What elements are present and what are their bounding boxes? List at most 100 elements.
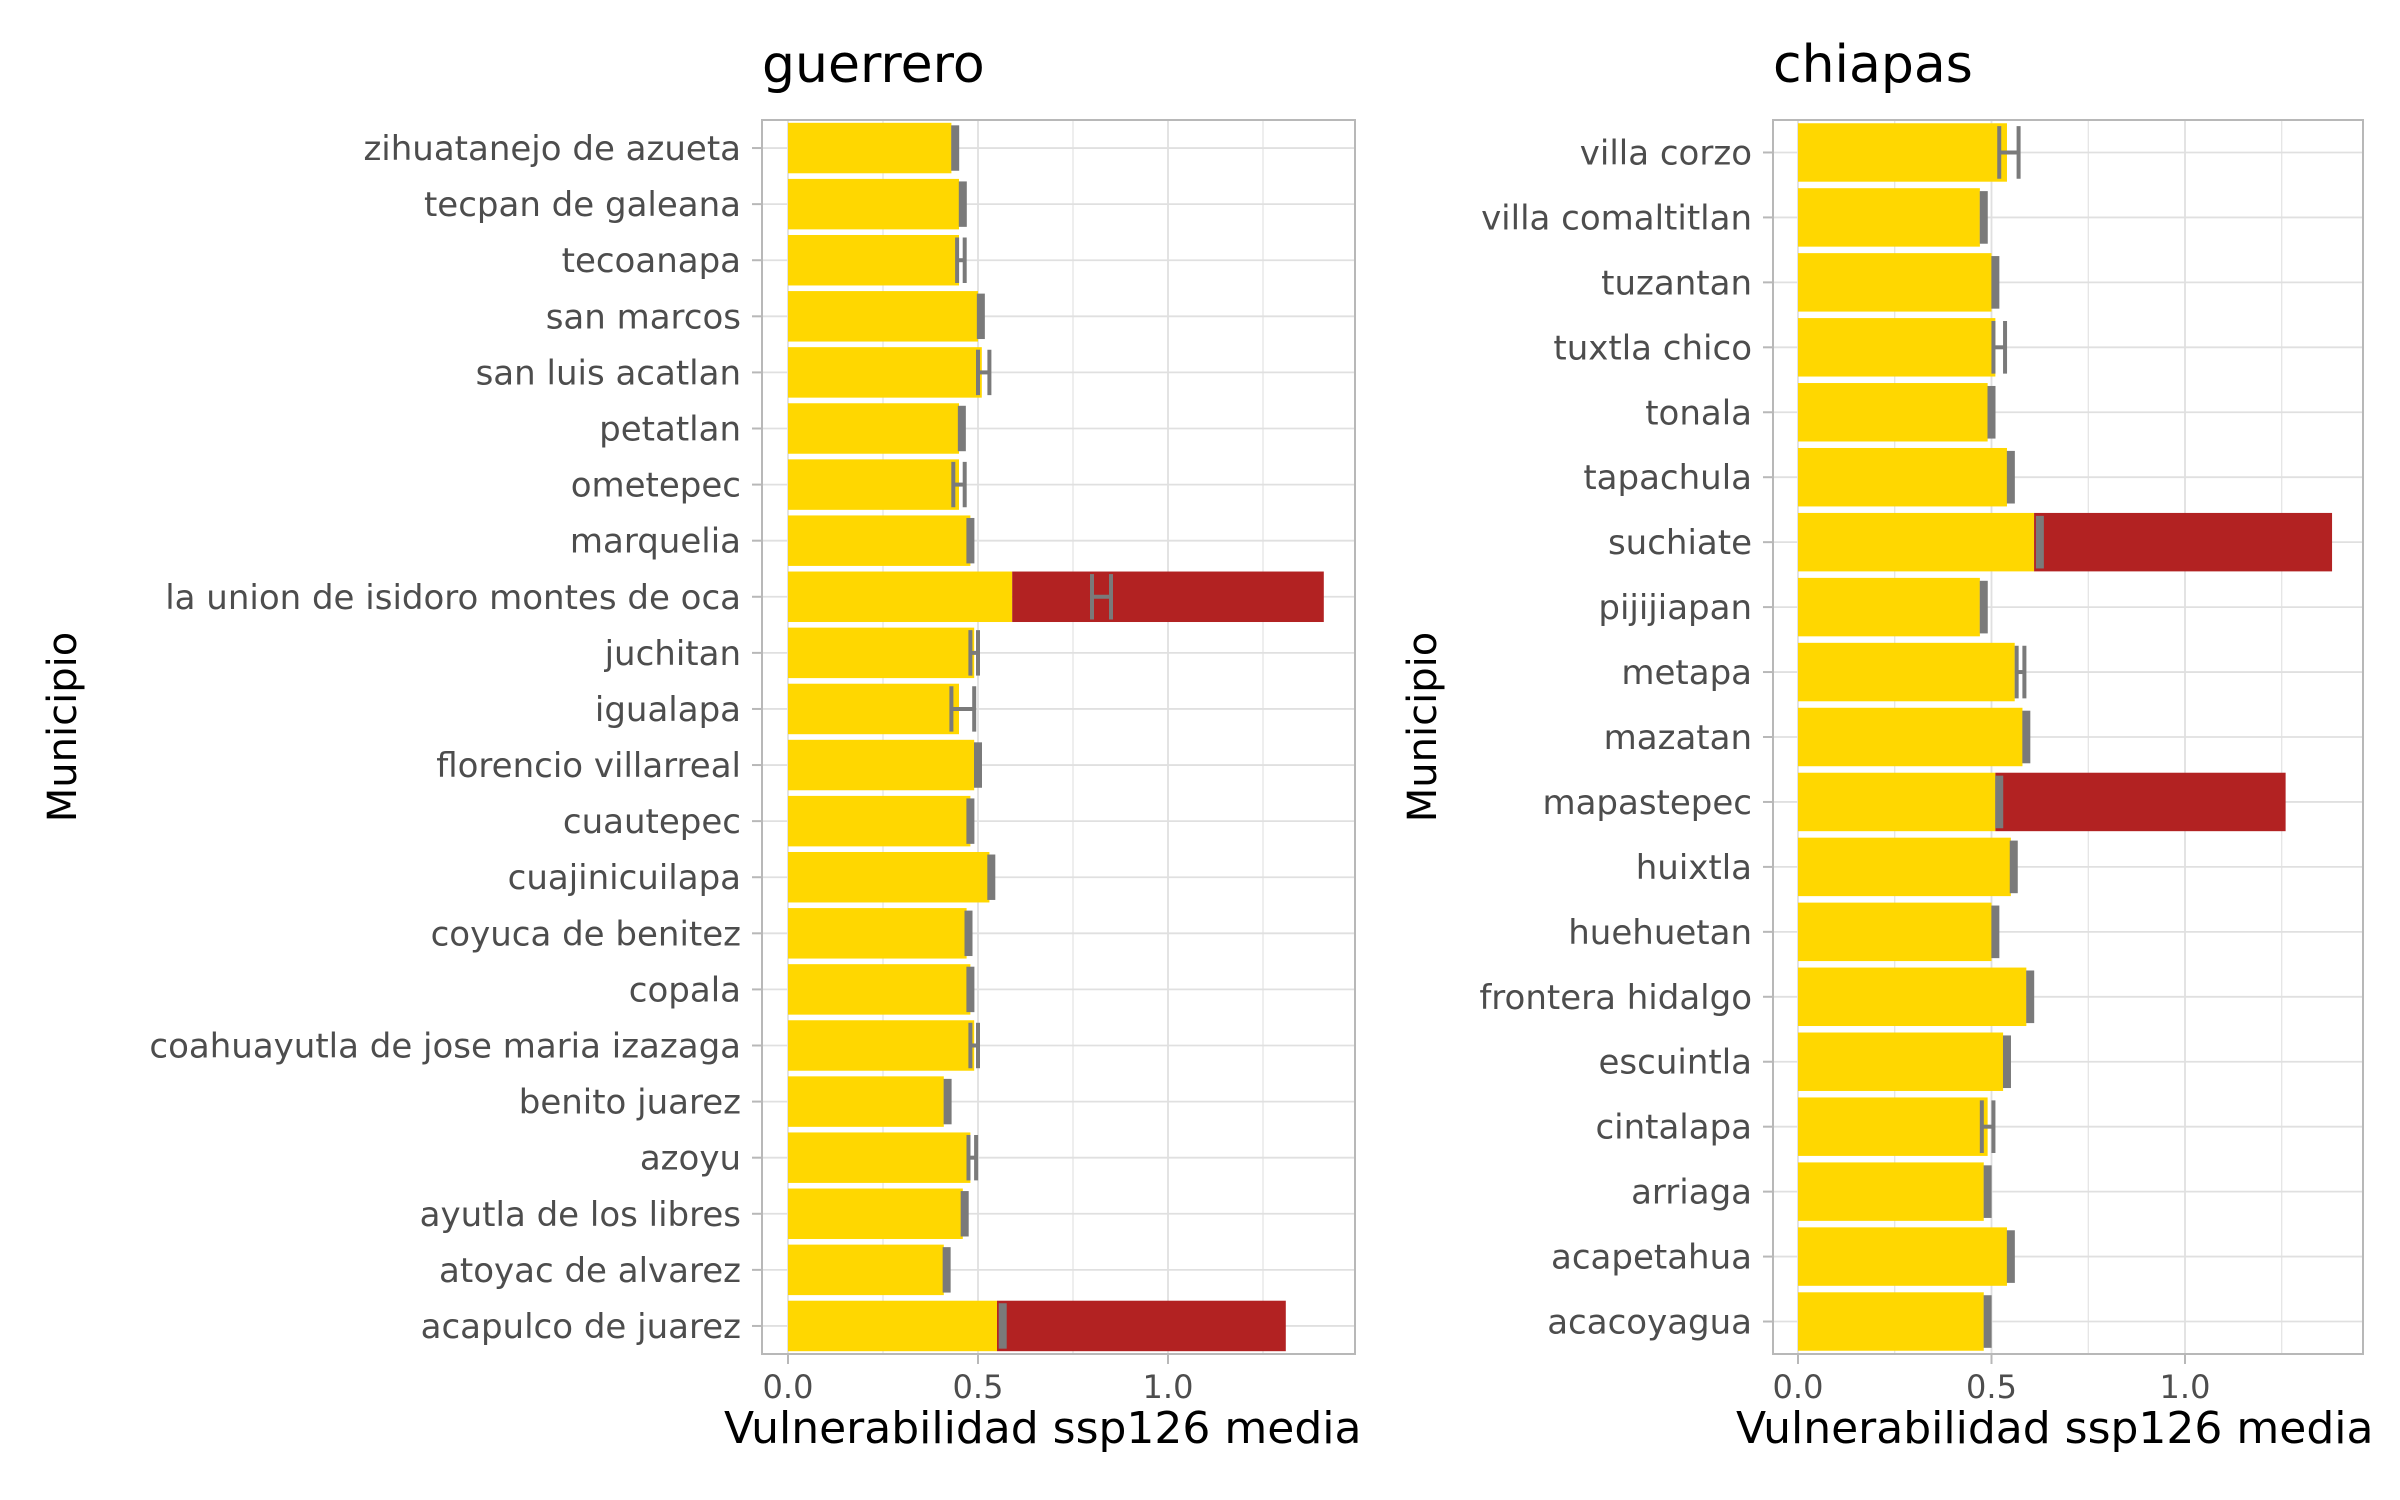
x-tick-label: 1.0 bbox=[1143, 1368, 1194, 1406]
y-tick-label: huehuetan bbox=[1568, 913, 1752, 953]
tick-layer: zihuatanejo de azueta tecpan de galeana te… bbox=[149, 129, 1193, 1406]
error-bar bbox=[966, 966, 975, 1013]
y-tick-label: mazatan bbox=[1604, 718, 1752, 758]
error-bar bbox=[951, 461, 967, 508]
error-bar bbox=[1995, 775, 2004, 829]
y-axis-title: Municipio bbox=[1400, 632, 1446, 822]
x-tick-label: 0.0 bbox=[763, 1368, 814, 1406]
x-tick-label: 0.5 bbox=[1966, 1368, 2017, 1406]
x-tick-label: 0.5 bbox=[953, 1368, 1004, 1406]
error-bar bbox=[2002, 1035, 2011, 1089]
error-bar bbox=[976, 293, 985, 340]
bar-segment bbox=[1798, 123, 2007, 182]
error-bar bbox=[1090, 574, 1113, 620]
y-tick-label: cuautepec bbox=[563, 802, 741, 842]
y-tick-label: arriaga bbox=[1631, 1173, 1752, 1213]
y-tick-label: villa corzo bbox=[1580, 133, 1752, 173]
y-tick-label: benito juarez bbox=[519, 1083, 741, 1123]
error-bar bbox=[1983, 1165, 1992, 1218]
bar-segment bbox=[1798, 1097, 1988, 1156]
y-tick-label: zihuatanejo de azueta bbox=[363, 129, 741, 169]
bar-segment bbox=[788, 1076, 944, 1127]
y-tick-label: escuintla bbox=[1599, 1043, 1752, 1083]
bar-segment bbox=[788, 908, 967, 959]
bar-segment bbox=[1798, 707, 2023, 767]
bar-segment-extra bbox=[1012, 571, 1324, 623]
error-bar bbox=[2009, 840, 2018, 894]
bar-segment bbox=[1798, 902, 1992, 962]
y-tick-label: ayutla de los libres bbox=[420, 1195, 741, 1235]
error-bar bbox=[968, 1022, 980, 1069]
bar-segment bbox=[788, 1020, 975, 1071]
error-bar bbox=[1979, 191, 1988, 244]
y-tick-label: cuajinicuilapa bbox=[508, 858, 741, 898]
y-tick-label: san marcos bbox=[546, 297, 741, 337]
bar-segment bbox=[1798, 1032, 2004, 1091]
panel-chiapas: chiapas Municipio Vulnerabilidad ssp126 … bbox=[1400, 35, 2373, 1454]
y-tick-label: huixtla bbox=[1636, 848, 1752, 888]
bar-segment bbox=[788, 1244, 944, 1296]
bar-segment bbox=[1798, 772, 1996, 832]
bar-segment bbox=[788, 291, 978, 342]
bar-segment bbox=[1798, 1292, 1984, 1351]
y-tick-label: frontera hidalgo bbox=[1479, 978, 1752, 1018]
y-tick-label: acapetahua bbox=[1551, 1238, 1752, 1278]
error-bar bbox=[1979, 580, 1988, 634]
panel-title: chiapas bbox=[1773, 35, 1973, 95]
error-bar bbox=[964, 910, 973, 957]
error-bar bbox=[974, 742, 982, 788]
bar-segment bbox=[1798, 512, 2035, 572]
x-tick-label: 1.0 bbox=[2160, 1368, 2211, 1406]
y-tick-label: acapulco de juarez bbox=[421, 1307, 741, 1347]
bar-segment bbox=[1798, 383, 1988, 442]
error-bar bbox=[1979, 1100, 1996, 1153]
bar-segment bbox=[788, 627, 975, 679]
bar-segment bbox=[788, 795, 971, 847]
error-bar bbox=[2006, 1230, 2015, 1283]
y-tick-label: tuzantan bbox=[1601, 263, 1752, 303]
bar-segment bbox=[1798, 447, 2007, 507]
bar-segment-extra bbox=[997, 1300, 1286, 1352]
y-tick-label: pijijiapan bbox=[1598, 588, 1752, 628]
bar-segment bbox=[1798, 1162, 1984, 1221]
bar-layer bbox=[1798, 123, 2333, 1351]
y-axis-title: Municipio bbox=[40, 632, 86, 822]
error-bar bbox=[2035, 515, 2044, 569]
bar-segment bbox=[788, 964, 971, 1015]
y-tick-label: copala bbox=[629, 970, 741, 1010]
bar-segment bbox=[788, 403, 959, 454]
error-bar bbox=[942, 1247, 951, 1293]
bar-segment-extra bbox=[2034, 512, 2333, 572]
bar-segment bbox=[1798, 967, 2027, 1027]
error-bar bbox=[987, 854, 996, 900]
bar-segment bbox=[1798, 1227, 2007, 1286]
bar-segment bbox=[788, 459, 959, 510]
y-tick-label: coyuca de benitez bbox=[431, 914, 741, 954]
error-bar bbox=[1991, 321, 2008, 374]
bar-segment bbox=[788, 683, 959, 735]
y-tick-label: mapastepec bbox=[1542, 783, 1752, 823]
error-bar bbox=[2022, 710, 2031, 764]
y-tick-label: tapachula bbox=[1583, 458, 1752, 498]
bar-segment bbox=[1798, 642, 2015, 702]
error-bar bbox=[1987, 385, 1996, 439]
error-bar bbox=[966, 1134, 979, 1181]
bar-segment bbox=[788, 515, 971, 566]
error-bar bbox=[976, 349, 992, 396]
y-tick-label: cintalapa bbox=[1595, 1108, 1752, 1148]
error-bar bbox=[957, 405, 966, 452]
error-bar bbox=[960, 1191, 969, 1237]
x-tick-label: 0.0 bbox=[1773, 1368, 1824, 1406]
y-tick-label: tecoanapa bbox=[562, 241, 741, 281]
panel-frame bbox=[761, 119, 1356, 1355]
panel-title: guerrero bbox=[762, 35, 985, 95]
bar-segment bbox=[788, 122, 952, 174]
y-tick-label: san luis acatlan bbox=[476, 353, 741, 393]
y-tick-label: suchiate bbox=[1608, 523, 1752, 563]
x-axis-title-clip bbox=[1378, 1390, 1408, 1460]
y-tick-label: ometepec bbox=[571, 466, 741, 506]
bar-segment bbox=[1798, 577, 1980, 637]
panel-frame bbox=[1772, 119, 2364, 1355]
y-tick-label: acacoyagua bbox=[1547, 1303, 1752, 1343]
